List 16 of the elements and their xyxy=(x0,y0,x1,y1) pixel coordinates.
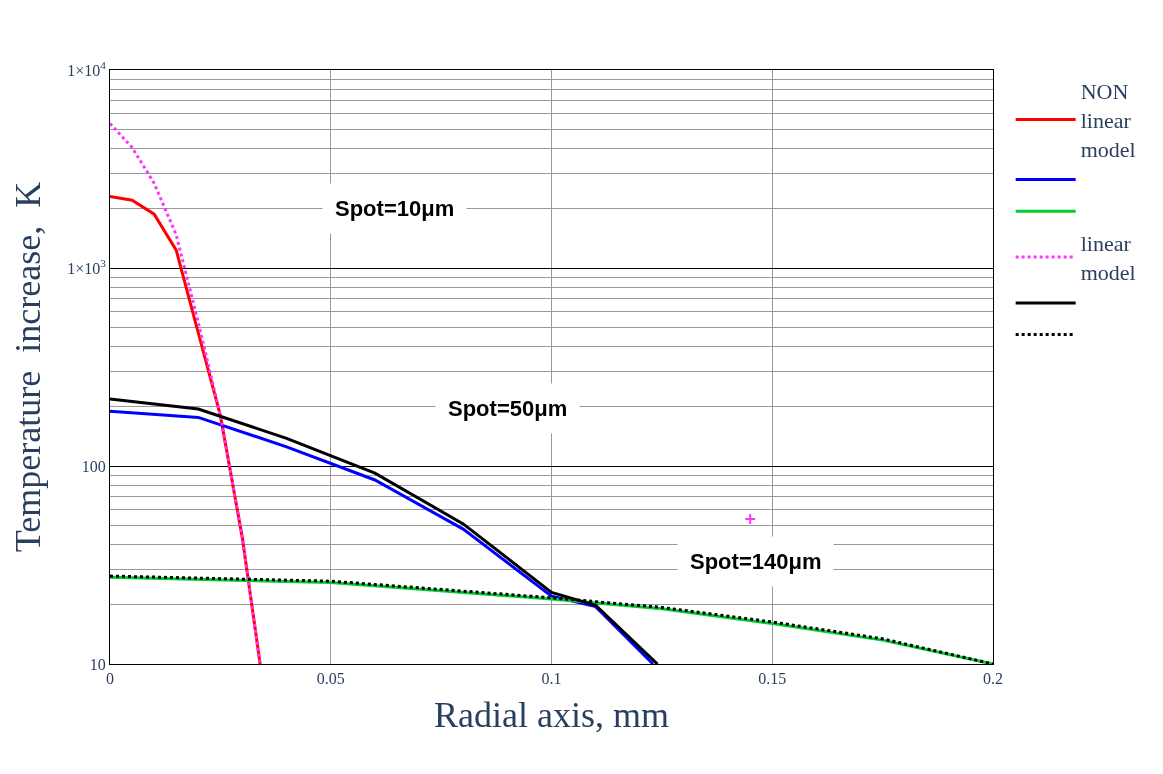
legend-label: NON linear model xyxy=(1080,79,1136,162)
y-tick-label: 10 xyxy=(89,655,106,673)
x-tick-label: 0 xyxy=(106,670,114,688)
y-tick-label: 1×10$^{4}$ xyxy=(67,58,107,79)
x-tick-label: 0.1 xyxy=(541,670,562,688)
annotation: Spot=140μm xyxy=(690,549,822,574)
x-axis-title: Radial axis, mm xyxy=(434,694,669,735)
y-tick-label: 100 xyxy=(81,457,106,475)
x-tick-label: 0.2 xyxy=(983,670,1003,688)
x-tick-label: 0.15 xyxy=(758,670,787,688)
legend-label: linear model xyxy=(1080,231,1136,285)
y-axis-title: Temperature increase, K xyxy=(8,181,49,553)
annotation: Spot=10μm xyxy=(335,196,455,221)
annotation: Spot=50μm xyxy=(448,396,568,421)
y-tick-label: 1×10$^{3}$ xyxy=(67,256,107,277)
x-tick-label: 0.05 xyxy=(316,670,345,688)
